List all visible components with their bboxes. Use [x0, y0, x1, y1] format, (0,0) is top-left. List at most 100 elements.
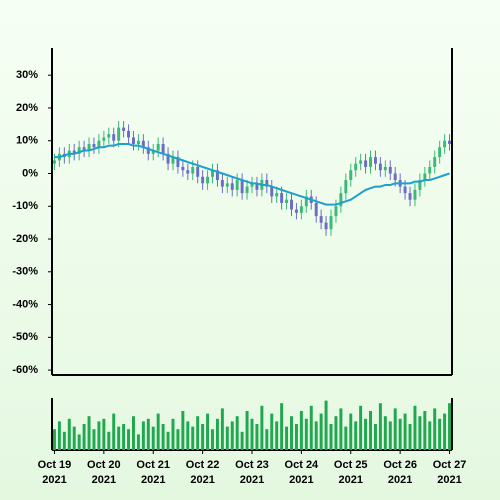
volume-bar [166, 431, 170, 450]
volume-bar [448, 403, 452, 450]
candle-body [349, 170, 353, 181]
candle-body [176, 157, 180, 167]
candle-body [166, 153, 170, 164]
candle-body [339, 193, 343, 207]
candle-body [102, 137, 106, 141]
volume-bar [304, 418, 308, 450]
candle-body [443, 140, 447, 148]
volume-bar [87, 416, 91, 450]
candle-body [235, 180, 239, 190]
candle-body [52, 160, 56, 164]
candle-body [77, 147, 81, 154]
x-tick-label: Oct 23 2021 [235, 459, 269, 486]
volume-bar [171, 418, 175, 450]
volume-bar [67, 418, 71, 450]
volume-bar [132, 416, 135, 450]
volume-bar [260, 405, 264, 450]
candle-body [122, 127, 126, 131]
candle-body [107, 134, 111, 138]
candle-body [319, 216, 323, 223]
candle-body [329, 216, 333, 230]
volume-bar [176, 429, 180, 450]
candle-body [220, 180, 224, 187]
volume-bar [423, 411, 427, 450]
candle-body [275, 193, 279, 197]
volume-bar [206, 413, 210, 450]
x-tick-label: Oct 24 2021 [284, 459, 319, 486]
volume-bar [181, 411, 185, 450]
volume-bar [211, 429, 214, 450]
volume-bar [393, 408, 397, 450]
volume-bar [299, 411, 303, 450]
candle-body [364, 160, 368, 167]
candle-body [186, 170, 190, 174]
volume-bar [186, 421, 190, 450]
volume-bar [156, 413, 160, 450]
volume-bar [344, 426, 348, 450]
volume-bar [52, 429, 56, 450]
candle-body [413, 189, 417, 200]
y-tick-label: -10% [12, 200, 38, 212]
volume-bar [413, 405, 417, 450]
candle-body [215, 170, 219, 181]
candle-body [255, 183, 259, 190]
volume-bar [255, 424, 259, 450]
candle-body [87, 144, 91, 151]
candle-body [324, 222, 328, 230]
volume-bar [107, 431, 111, 450]
volume-bar [151, 426, 155, 450]
candle-body [285, 199, 289, 203]
y-tick-label: -60% [12, 364, 38, 376]
candle-body [151, 150, 155, 154]
candle-body [403, 186, 407, 194]
volume-bar [122, 424, 126, 450]
volume-bar [388, 421, 392, 450]
candle-body [171, 157, 175, 164]
candle-body [225, 183, 229, 187]
candle-body [354, 163, 358, 171]
candle-body [369, 157, 372, 167]
volume-bar [309, 405, 313, 450]
x-tick-label: Oct 25 2021 [333, 459, 368, 486]
candle-body [156, 144, 160, 151]
candle-body [280, 193, 284, 203]
volume-bar [280, 403, 284, 450]
moving-average [54, 143, 450, 206]
volume-bar [97, 421, 101, 450]
volume-bar [314, 421, 318, 450]
volume-bar [408, 424, 412, 450]
y-tick-label: 0% [22, 167, 38, 179]
candle-body [196, 166, 200, 177]
volume-bar [225, 426, 229, 450]
candle-body [423, 173, 427, 181]
volume-bar [136, 434, 140, 450]
volume-bar [438, 418, 442, 450]
x-tick-label: Oct 26 2021 [383, 459, 417, 486]
volume-bar [270, 413, 274, 450]
candle-body [112, 134, 116, 141]
candle-body [146, 147, 150, 154]
volume-bar [373, 424, 377, 450]
candle-body [97, 140, 101, 148]
volume-bar [77, 434, 81, 450]
volume-bar [220, 408, 224, 450]
volume-bar [240, 431, 244, 450]
candle-body [378, 163, 382, 171]
volume-bar [319, 413, 323, 450]
volume-bar [82, 424, 86, 450]
candle-body [438, 147, 442, 158]
volume-bar [127, 429, 131, 450]
x-tick-label: Oct 20 2021 [87, 459, 121, 486]
volume-bar [275, 421, 279, 450]
y-tick-label: -20% [12, 233, 38, 245]
candle-body [230, 183, 234, 190]
volume-bar [230, 421, 234, 450]
volume-bar [161, 424, 165, 450]
volume-bar [191, 426, 195, 450]
candle-body [240, 180, 244, 194]
candle-body [304, 196, 308, 207]
volume-bar [349, 413, 353, 450]
candle-body [344, 180, 348, 194]
